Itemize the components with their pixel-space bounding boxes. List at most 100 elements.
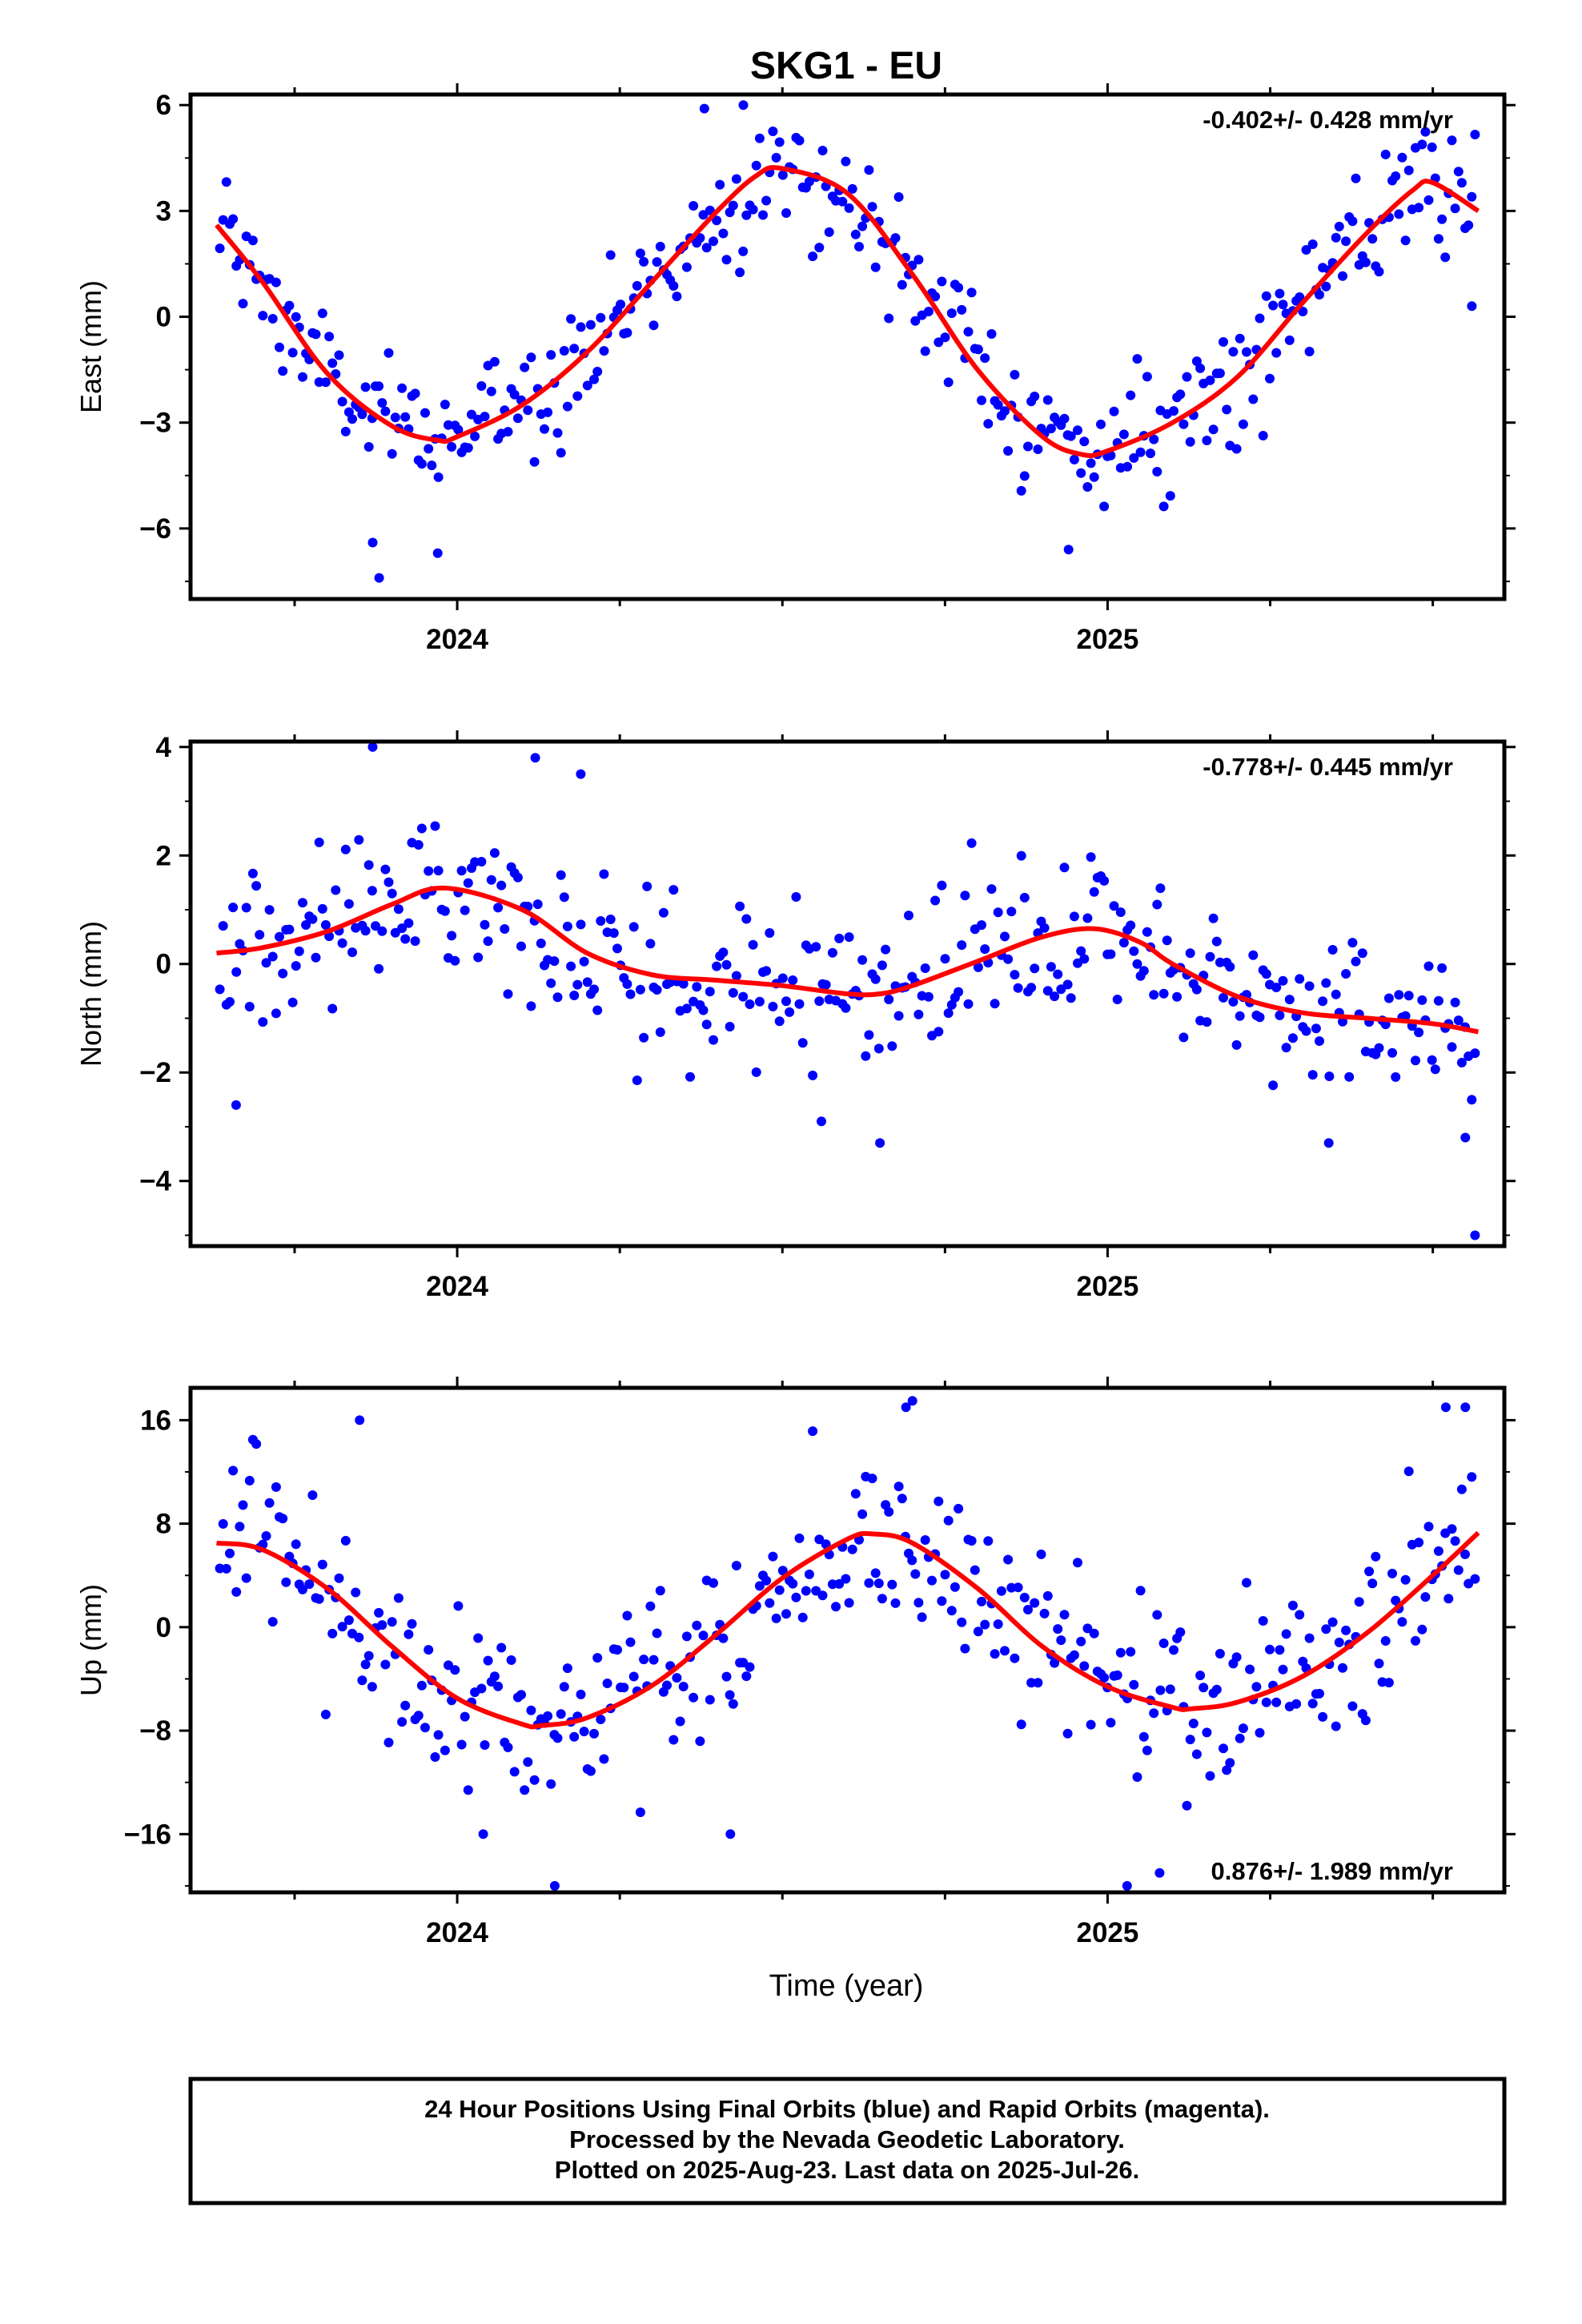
- data-point: [781, 996, 791, 1007]
- data-point: [483, 936, 493, 947]
- data-point: [460, 1711, 470, 1722]
- y-tick-label: 8: [156, 1509, 171, 1540]
- data-point: [920, 963, 930, 973]
- data-point: [920, 346, 930, 356]
- data-point: [1338, 1663, 1347, 1673]
- data-point: [340, 426, 351, 436]
- data-point: [619, 1683, 629, 1693]
- data-point: [383, 877, 394, 887]
- data-point: [337, 1622, 347, 1632]
- data-point: [983, 419, 994, 429]
- data-point: [1089, 887, 1099, 897]
- data-point-outlier: [699, 103, 709, 114]
- data-point: [954, 1503, 964, 1514]
- data-point: [357, 1675, 367, 1686]
- data-point: [424, 866, 434, 876]
- data-point: [648, 1655, 659, 1665]
- data-point: [652, 257, 662, 267]
- data-point: [512, 413, 523, 424]
- data-point: [870, 1568, 881, 1578]
- data-point: [374, 963, 384, 974]
- data-point: [473, 1633, 484, 1643]
- data-point-outlier: [1063, 545, 1074, 555]
- data-point: [1033, 1678, 1043, 1688]
- data-point: [1202, 436, 1212, 445]
- data-point: [1360, 257, 1371, 267]
- data-point: [314, 1594, 324, 1604]
- data-point: [400, 1700, 411, 1711]
- data-point: [1211, 936, 1222, 947]
- data-point: [881, 944, 891, 955]
- data-point: [635, 1807, 645, 1817]
- data-point: [837, 196, 848, 207]
- data-point: [569, 1731, 580, 1742]
- data-point: [397, 923, 408, 934]
- data-point: [1089, 472, 1099, 482]
- data-point: [841, 156, 851, 167]
- data-point: [576, 919, 586, 930]
- data-point: [1003, 954, 1014, 964]
- data-point: [1307, 1699, 1318, 1709]
- data-point: [1106, 949, 1116, 959]
- data-point: [592, 1005, 603, 1015]
- data-point: [1242, 1578, 1251, 1588]
- data-point: [1295, 974, 1305, 984]
- data-point: [877, 960, 887, 971]
- data-point: [1046, 424, 1056, 434]
- data-point: [529, 1775, 540, 1785]
- data-point: [1315, 290, 1324, 300]
- data-point: [582, 380, 592, 391]
- data-point: [884, 995, 894, 1004]
- data-point: [857, 1509, 868, 1519]
- data-point: [552, 428, 563, 438]
- y-tick-label: 16: [140, 1405, 171, 1436]
- data-point: [1013, 983, 1023, 993]
- data-point: [1056, 984, 1066, 995]
- data-point: [1079, 436, 1090, 447]
- data-point: [1318, 1711, 1328, 1722]
- data-point: [774, 1585, 785, 1595]
- data-point: [453, 424, 464, 435]
- data-point: [1423, 961, 1434, 971]
- data-point: [562, 921, 572, 931]
- plot-frame: [188, 92, 1507, 601]
- data-point: [1440, 252, 1451, 263]
- data-point: [864, 1578, 874, 1588]
- data-point: [960, 891, 970, 901]
- y-tick-label: 4: [156, 732, 172, 763]
- data-point: [725, 1690, 735, 1700]
- data-point: [1347, 1701, 1358, 1711]
- data-point-outlier: [1440, 1402, 1451, 1413]
- data-point: [383, 348, 394, 358]
- data-point: [284, 300, 295, 311]
- data-point: [433, 866, 444, 876]
- data-point: [1367, 1578, 1378, 1589]
- data-point: [781, 208, 791, 218]
- data-point: [1185, 436, 1195, 447]
- data-point: [424, 1645, 434, 1655]
- data-point: [231, 967, 242, 977]
- data-point: [1467, 1472, 1477, 1482]
- footer-line-3: Plotted on 2025-Aug-23. Last data on 202…: [555, 2156, 1139, 2184]
- figure-title: SKG1 - EU: [750, 45, 942, 87]
- data-point: [1231, 444, 1242, 454]
- data-point: [400, 934, 411, 944]
- data-point: [311, 329, 321, 340]
- y-tick-label: −8: [139, 1715, 171, 1747]
- data-point: [231, 1586, 242, 1597]
- data-point: [1414, 203, 1424, 213]
- data-point: [1082, 482, 1093, 492]
- data-point: [572, 391, 583, 401]
- data-point: [678, 979, 689, 989]
- data-point: [672, 292, 682, 302]
- data-point: [1397, 1617, 1407, 1627]
- data-point: [1059, 862, 1070, 873]
- data-point: [622, 979, 632, 989]
- data-point: [1364, 1566, 1375, 1577]
- data-point: [1132, 1772, 1142, 1782]
- data-point: [1411, 1635, 1420, 1646]
- data-point: [1295, 1610, 1305, 1620]
- x-tick-label: 2024: [426, 1917, 488, 1948]
- data-point: [1331, 232, 1341, 243]
- data-point: [625, 1637, 636, 1647]
